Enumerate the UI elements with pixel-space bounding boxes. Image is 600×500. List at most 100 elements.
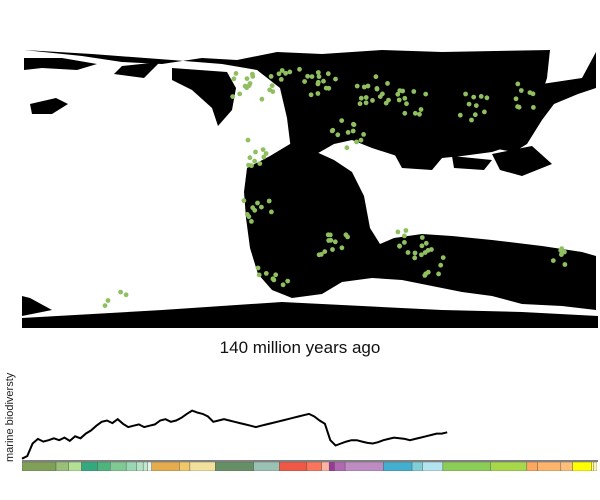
fossil-site-dot xyxy=(255,200,260,206)
fossil-sites xyxy=(102,66,568,308)
north-american-arm xyxy=(172,68,236,126)
fossil-site-dot xyxy=(315,79,321,85)
fossil-site-dot xyxy=(354,83,360,89)
timescale-segment xyxy=(306,462,322,471)
timescale-segment xyxy=(151,462,180,471)
fossil-site-dot xyxy=(363,95,369,100)
fossil-site-dot xyxy=(397,243,402,249)
timescale-segment xyxy=(189,462,216,471)
fossil-site-dot xyxy=(269,209,274,215)
fossil-site-dot xyxy=(396,97,402,103)
fossil-site-dot xyxy=(302,79,307,84)
fossil-site-dot xyxy=(559,246,565,252)
eastern-landmass xyxy=(492,52,596,152)
fossil-site-dot xyxy=(283,70,288,76)
fossil-site-dot xyxy=(330,247,335,252)
southern-tip xyxy=(22,296,52,316)
fossil-site-dot xyxy=(333,76,338,82)
fossil-site-dot xyxy=(273,272,279,278)
timescale-segment xyxy=(179,462,191,471)
fossil-site-dot xyxy=(402,110,408,116)
fossil-site-dot xyxy=(357,101,363,107)
fossil-site-dot xyxy=(268,74,274,79)
fossil-site-dot xyxy=(250,74,256,79)
fossil-site-dot xyxy=(419,252,424,258)
fossil-site-dot xyxy=(315,91,321,96)
fossil-site-dot xyxy=(482,109,487,115)
fossil-site-dot xyxy=(562,249,567,255)
fossil-site-dot xyxy=(322,249,328,255)
fossil-site-dot xyxy=(326,238,332,243)
timescale-segment xyxy=(215,462,254,471)
fossil-site-dot xyxy=(466,101,472,107)
fossil-site-dot xyxy=(402,240,407,245)
timescale-segment xyxy=(279,462,308,471)
fossil-site-dot xyxy=(329,128,335,134)
fossil-site-dot xyxy=(276,71,282,77)
fossil-site-dot xyxy=(105,298,111,303)
fossil-site-dot xyxy=(457,112,463,118)
fossil-site-dot xyxy=(257,161,263,166)
fossil-site-dot xyxy=(423,240,429,246)
diversity-chart xyxy=(21,409,598,462)
fossil-site-dot xyxy=(249,163,254,169)
fossil-site-dot xyxy=(411,89,417,94)
fossil-site-dot xyxy=(270,276,276,282)
fossil-site-dot xyxy=(438,262,444,268)
fossil-site-dot xyxy=(256,272,262,278)
continents xyxy=(22,50,598,328)
timescale-segment xyxy=(334,462,346,471)
fossil-site-dot xyxy=(354,139,359,145)
fossil-site-dot xyxy=(358,95,364,101)
fossil-site-dot xyxy=(419,243,425,249)
fossil-site-dot xyxy=(246,83,252,88)
fossil-site-dot xyxy=(309,74,315,79)
fossil-site-dot xyxy=(562,262,568,267)
fossil-site-dot xyxy=(343,232,349,238)
fossil-site-dot xyxy=(423,91,429,97)
timescale-segment xyxy=(442,462,491,471)
fossil-site-dot xyxy=(242,83,248,89)
fossil-site-dot xyxy=(249,219,254,224)
fossil-site-dot xyxy=(377,94,383,99)
timescale-segment xyxy=(383,462,413,471)
eastern-islands xyxy=(492,146,552,176)
fossil-site-dot xyxy=(305,73,310,79)
fossil-site-dot xyxy=(417,111,422,117)
timescale-segment xyxy=(593,462,597,471)
fossil-site-dot xyxy=(339,245,345,251)
fossil-site-dot xyxy=(469,117,474,123)
age-caption: 140 million years ago xyxy=(219,338,381,357)
fossil-site-dot xyxy=(350,128,356,134)
western-island xyxy=(30,98,68,114)
fossil-site-dot xyxy=(365,83,371,89)
timescale-segment xyxy=(97,462,111,471)
fossil-site-dot xyxy=(403,228,409,233)
fossil-site-dot xyxy=(516,104,522,110)
paleogeographic-map xyxy=(22,50,598,328)
fossil-site-dot xyxy=(373,74,379,80)
fossil-site-dot xyxy=(263,271,269,276)
fossil-site-dot xyxy=(267,87,273,93)
fossil-site-dot xyxy=(345,130,351,135)
fossil-site-dot xyxy=(550,258,556,263)
timescale-segment xyxy=(422,462,444,471)
fossil-site-dot xyxy=(363,100,369,106)
timescale-segment xyxy=(81,462,98,471)
fossil-site-dot xyxy=(315,70,321,75)
fossil-site-dot xyxy=(386,97,391,103)
fossil-site-dot xyxy=(358,137,364,143)
fossil-site-dot xyxy=(397,88,403,93)
fossil-site-dot xyxy=(478,94,484,99)
fossil-site-dot xyxy=(323,85,329,91)
fossil-site-dot xyxy=(327,232,333,238)
fossil-site-dot xyxy=(263,151,269,156)
fossil-site-dot xyxy=(370,98,375,103)
northern-landmass xyxy=(24,50,550,160)
fossil-site-dot xyxy=(473,103,479,108)
timescale-segment xyxy=(253,462,280,471)
fossil-site-dot xyxy=(418,107,424,112)
timescale-segment xyxy=(572,462,592,471)
fossil-site-dot xyxy=(332,239,338,245)
fossil-site-dot xyxy=(287,69,293,75)
